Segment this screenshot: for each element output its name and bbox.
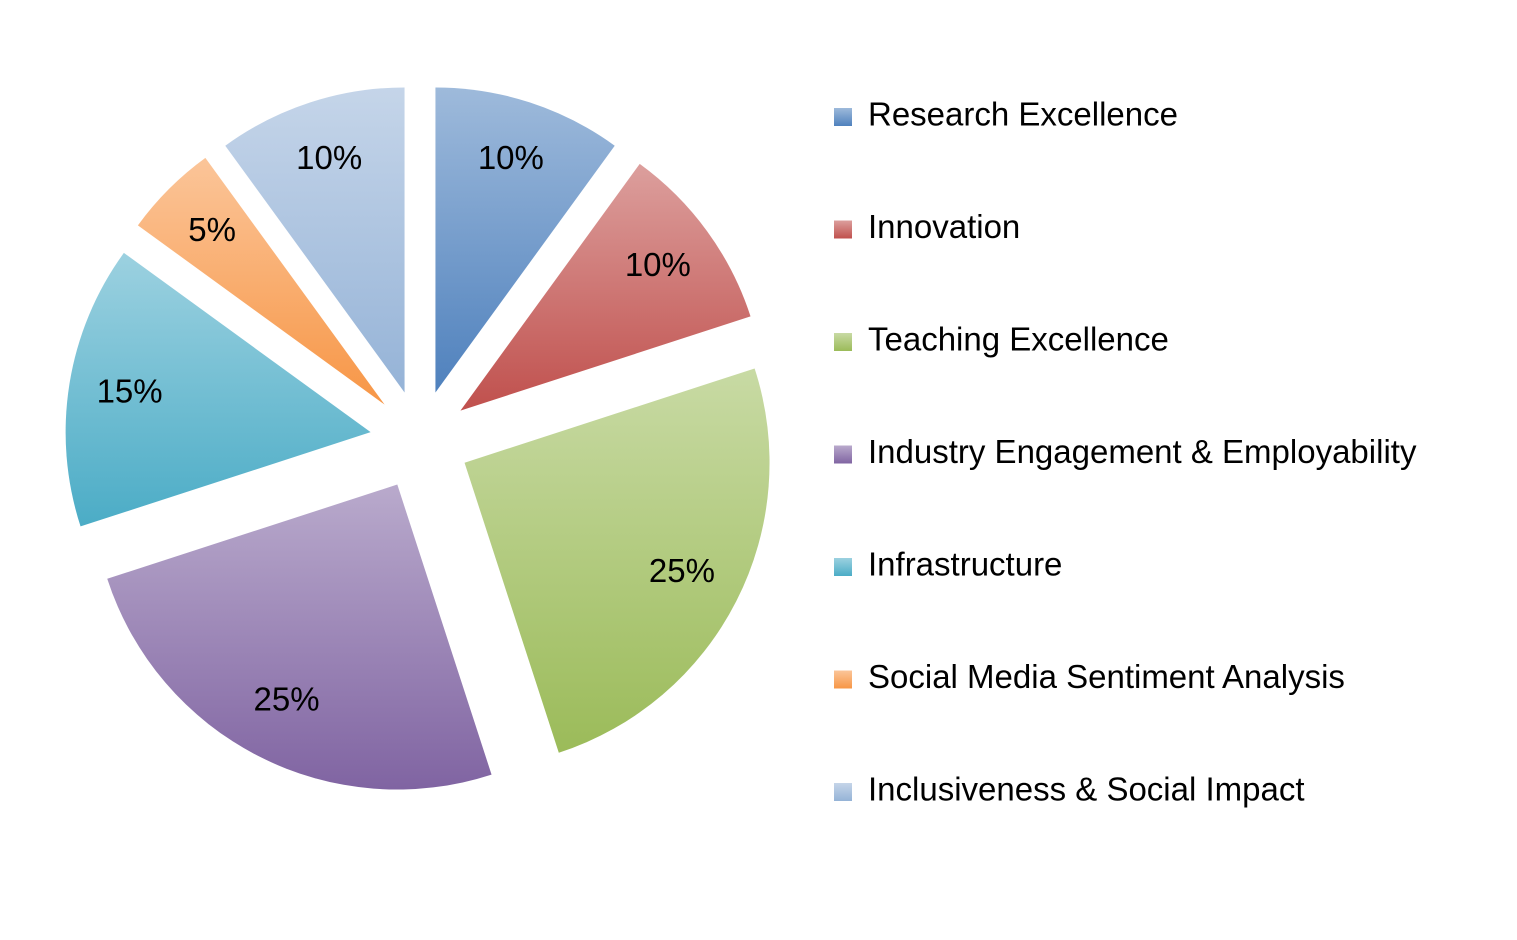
legend-swatch [834, 670, 852, 689]
legend-label: Social Media Sentiment Analysis [868, 658, 1345, 695]
legend-swatch [834, 445, 852, 464]
legend-label: Infrastructure [868, 546, 1062, 583]
data-label: 25% [649, 552, 715, 589]
legend-swatch [834, 783, 852, 801]
legend-swatch [834, 558, 852, 576]
pie-slice [460, 163, 751, 411]
data-label: 10% [625, 246, 691, 283]
pie-slice [464, 368, 770, 753]
pie-slice [137, 157, 385, 405]
legend-swatch [834, 108, 852, 126]
legend-label: Innovation [868, 208, 1020, 245]
legend-swatch [834, 333, 852, 351]
legend-label: Industry Engagement & Employability [868, 433, 1417, 470]
legend-swatch [834, 220, 852, 239]
data-label: 10% [478, 139, 544, 176]
data-label: 5% [188, 211, 236, 248]
pie-slice [225, 87, 405, 393]
data-label: 25% [253, 681, 319, 718]
legend-label: Inclusiveness & Social Impact [868, 771, 1305, 808]
data-label: 15% [97, 373, 163, 410]
data-label: 10% [296, 139, 362, 176]
pie-slice [65, 252, 371, 527]
pie-slice [107, 484, 492, 790]
legend-label: Research Excellence [868, 96, 1178, 133]
pie-slice [435, 87, 615, 393]
legend-label: Teaching Excellence [868, 321, 1169, 358]
